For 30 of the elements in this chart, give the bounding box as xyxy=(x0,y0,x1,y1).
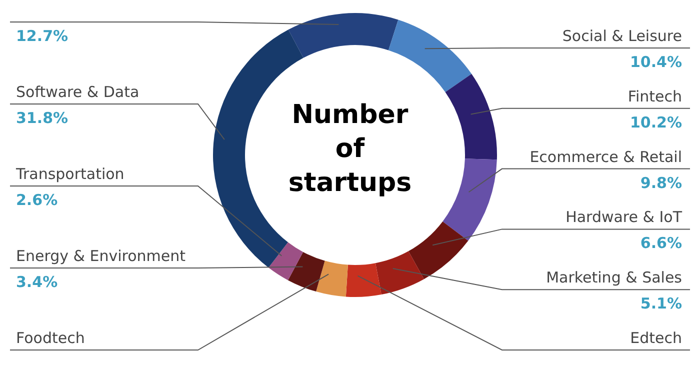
slice-label: Transportation xyxy=(15,165,124,183)
data-label: 31.8% xyxy=(16,109,68,127)
data-label: 5.1% xyxy=(640,294,682,313)
slice-label: Energy & Environment xyxy=(16,247,186,265)
slice-label: Foodtech xyxy=(16,329,85,347)
slice-label: Hardware & IoT xyxy=(566,208,683,226)
data-label: 9.8% xyxy=(640,174,682,192)
data-label: 2.6% xyxy=(16,191,58,209)
data-label: 6.6% xyxy=(640,234,682,252)
donut-slice xyxy=(268,242,304,280)
text: Number of startups xyxy=(287,99,413,200)
donut-slice xyxy=(288,252,325,292)
data-label: 10.4% xyxy=(630,53,682,71)
donut-slice xyxy=(445,74,497,160)
donut-slice xyxy=(375,251,424,295)
donut-slice xyxy=(388,20,472,92)
data-label: 3.4% xyxy=(16,273,58,291)
donut-slice xyxy=(346,263,382,297)
donut-slice xyxy=(408,221,468,280)
donut-slice xyxy=(288,13,398,58)
donut-slice xyxy=(316,260,348,297)
slice-label: Social & Leisure xyxy=(562,27,682,45)
data-label: 12.7% xyxy=(16,27,68,45)
slice-label: Ecommerce & Retail xyxy=(530,148,682,166)
slice-label: Edtech xyxy=(630,329,682,347)
slice-label: Fintech xyxy=(628,87,682,106)
donut-slice xyxy=(442,158,497,241)
data-label: 10.2% xyxy=(630,113,682,132)
slice-label: Software & Data xyxy=(16,83,140,101)
slice-label: Marketing & Sales xyxy=(546,268,682,287)
